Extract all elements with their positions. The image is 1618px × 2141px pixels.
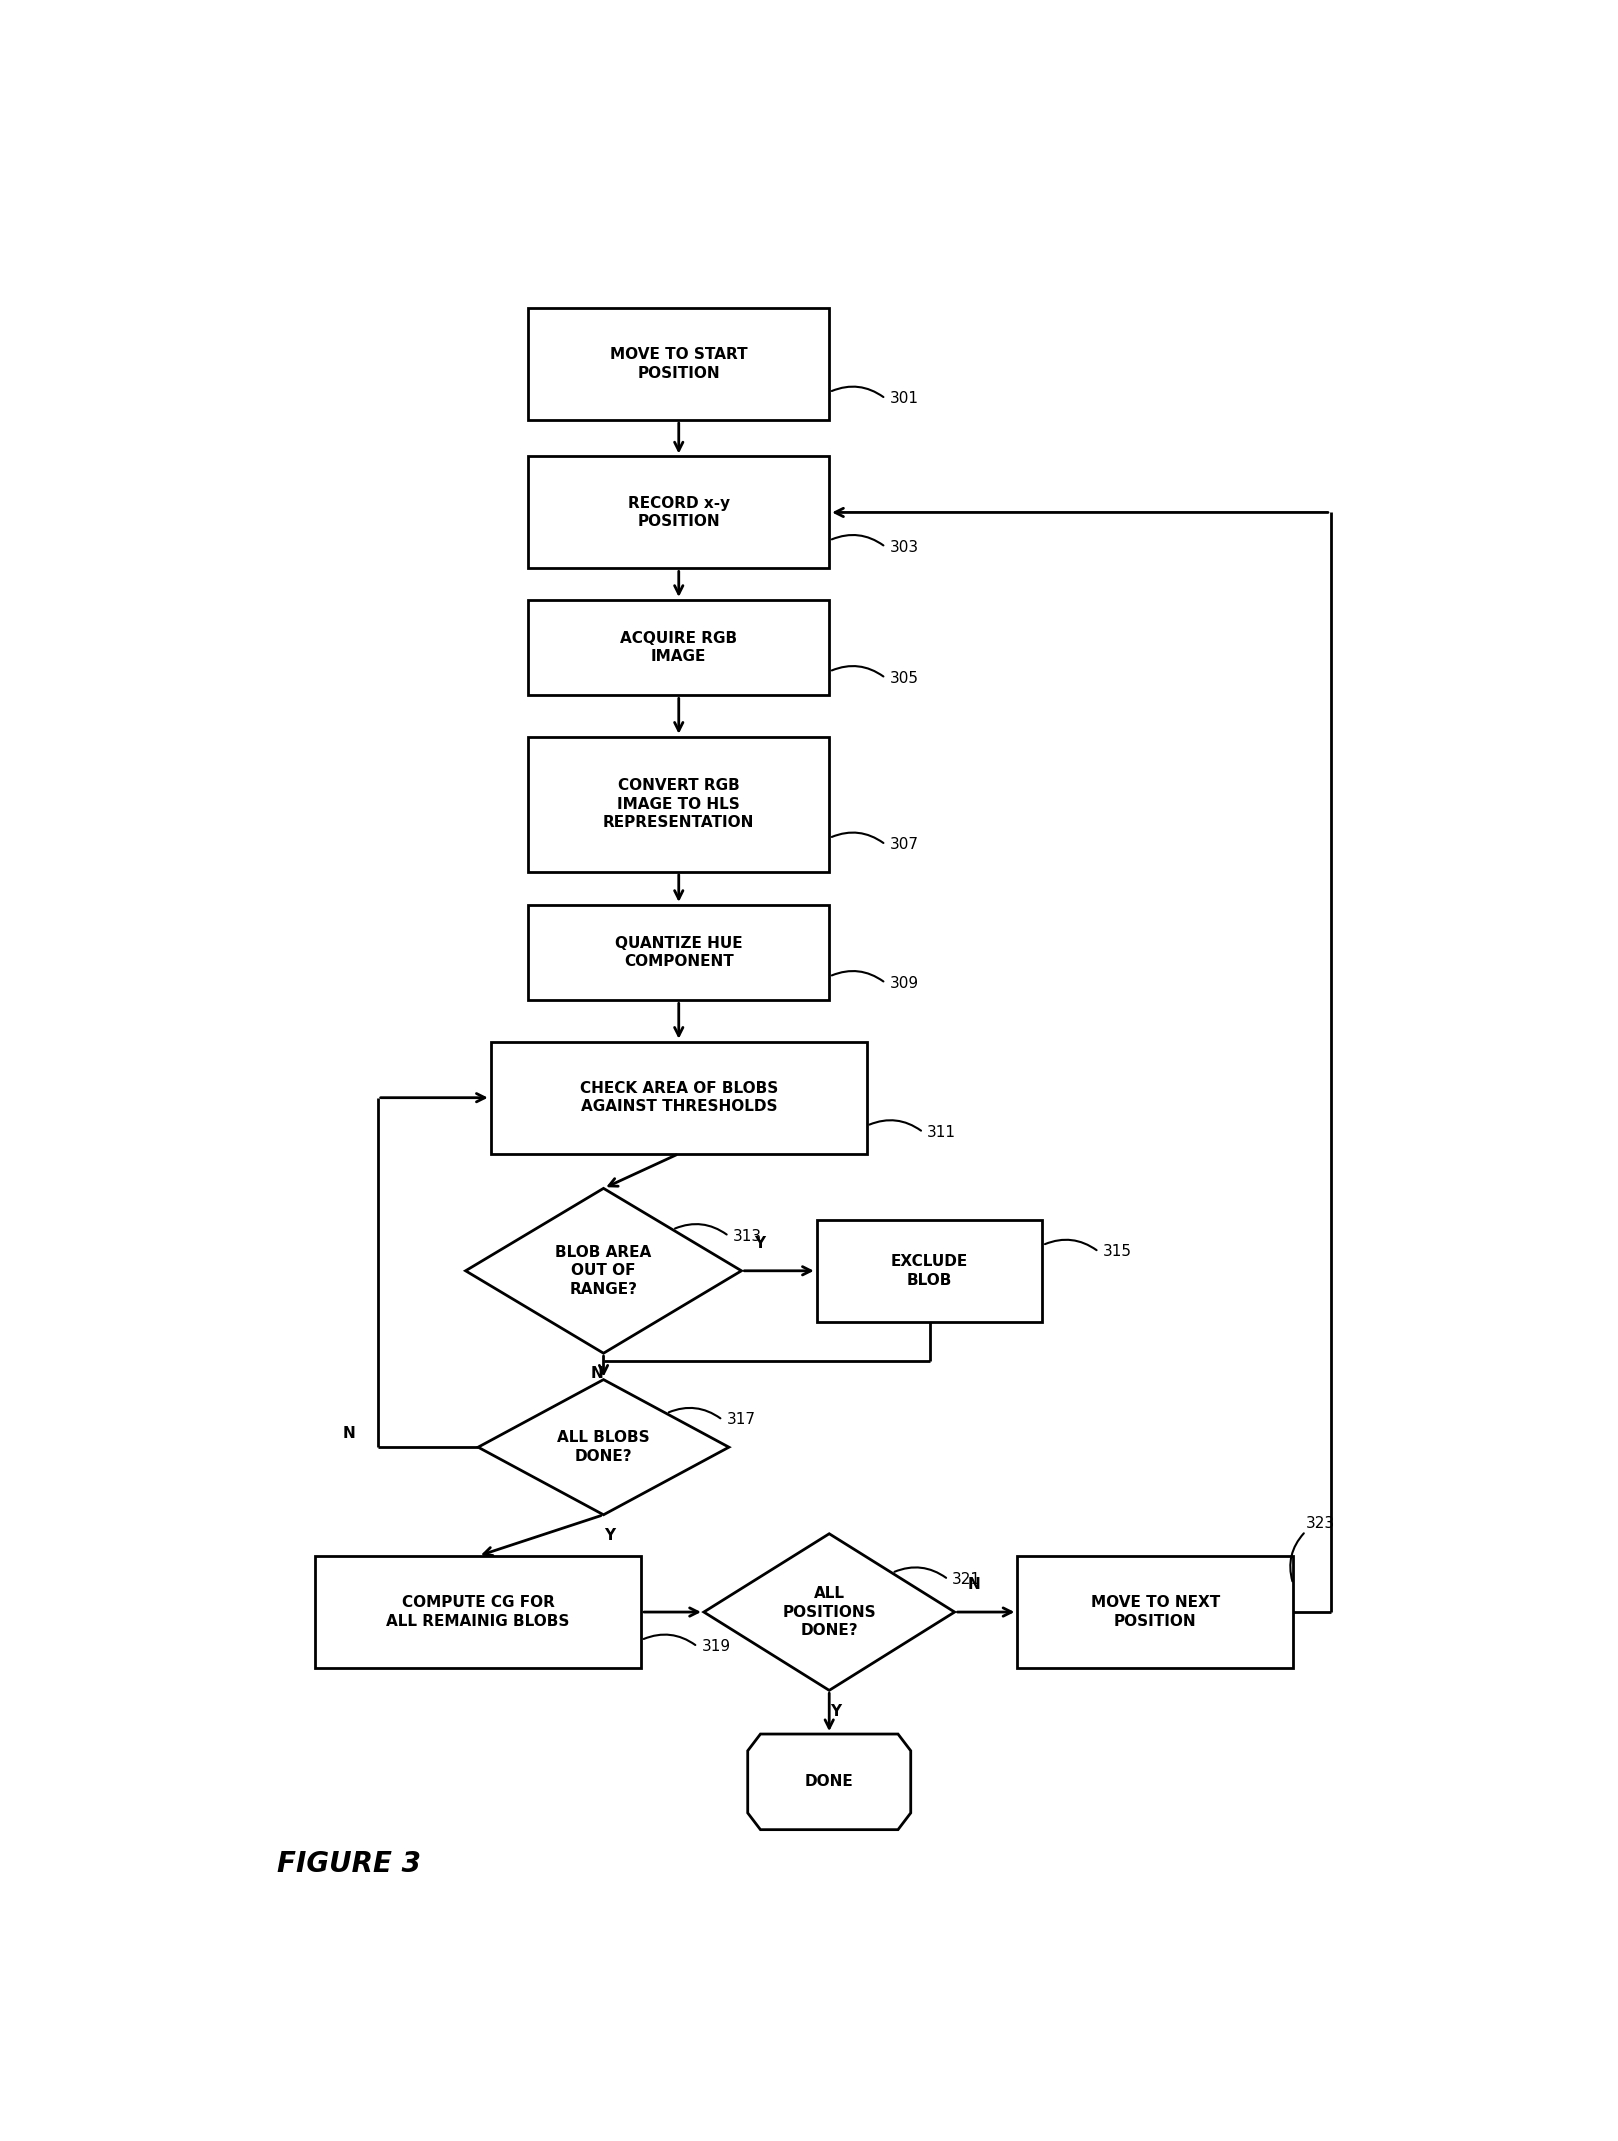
Text: DONE: DONE	[804, 1775, 854, 1790]
Text: Y: Y	[754, 1235, 765, 1250]
Text: CHECK AREA OF BLOBS
AGAINST THRESHOLDS: CHECK AREA OF BLOBS AGAINST THRESHOLDS	[579, 1081, 778, 1115]
Text: MOVE TO NEXT
POSITION: MOVE TO NEXT POSITION	[1091, 1595, 1220, 1629]
Bar	[527, 308, 828, 420]
Text: ALL
POSITIONS
DONE?: ALL POSITIONS DONE?	[783, 1586, 875, 1638]
Polygon shape	[704, 1533, 955, 1691]
Text: 323: 323	[1306, 1516, 1335, 1531]
Polygon shape	[748, 1734, 911, 1831]
Text: N: N	[591, 1366, 604, 1381]
Bar	[1018, 1557, 1293, 1668]
Polygon shape	[466, 1188, 741, 1353]
Text: Y: Y	[604, 1529, 615, 1544]
Text: 305: 305	[890, 670, 919, 685]
Text: N: N	[343, 1426, 356, 1441]
Text: 311: 311	[927, 1124, 956, 1139]
Text: ALL BLOBS
DONE?: ALL BLOBS DONE?	[557, 1430, 650, 1464]
Text: 307: 307	[890, 837, 919, 852]
Bar	[490, 1043, 867, 1154]
Text: ACQUIRE RGB
IMAGE: ACQUIRE RGB IMAGE	[620, 632, 738, 664]
Text: N: N	[968, 1578, 981, 1593]
Text: FIGURE 3: FIGURE 3	[277, 1850, 421, 1878]
Text: 315: 315	[1102, 1244, 1131, 1259]
Bar	[527, 456, 828, 570]
Text: 313: 313	[733, 1229, 762, 1244]
Text: 317: 317	[726, 1413, 756, 1428]
Bar	[817, 1220, 1042, 1321]
Text: 321: 321	[951, 1571, 981, 1586]
Text: 303: 303	[890, 540, 919, 555]
Text: CONVERT RGB
IMAGE TO HLS
REPRESENTATION: CONVERT RGB IMAGE TO HLS REPRESENTATION	[604, 777, 754, 831]
Text: BLOB AREA
OUT OF
RANGE?: BLOB AREA OUT OF RANGE?	[555, 1244, 652, 1297]
Bar	[316, 1557, 641, 1668]
Bar	[527, 737, 828, 871]
Text: COMPUTE CG FOR
ALL REMAINIG BLOBS: COMPUTE CG FOR ALL REMAINIG BLOBS	[387, 1595, 570, 1629]
Text: QUANTIZE HUE
COMPONENT: QUANTIZE HUE COMPONENT	[615, 936, 743, 970]
Text: 301: 301	[890, 392, 919, 407]
Bar	[527, 599, 828, 696]
Text: RECORD x-y
POSITION: RECORD x-y POSITION	[628, 497, 730, 529]
Text: EXCLUDE
BLOB: EXCLUDE BLOB	[892, 1255, 968, 1287]
Text: 319: 319	[701, 1640, 730, 1655]
Text: 309: 309	[890, 976, 919, 991]
Polygon shape	[479, 1379, 728, 1516]
Text: MOVE TO START
POSITION: MOVE TO START POSITION	[610, 347, 748, 381]
Bar	[527, 906, 828, 1000]
Text: Y: Y	[830, 1704, 841, 1719]
